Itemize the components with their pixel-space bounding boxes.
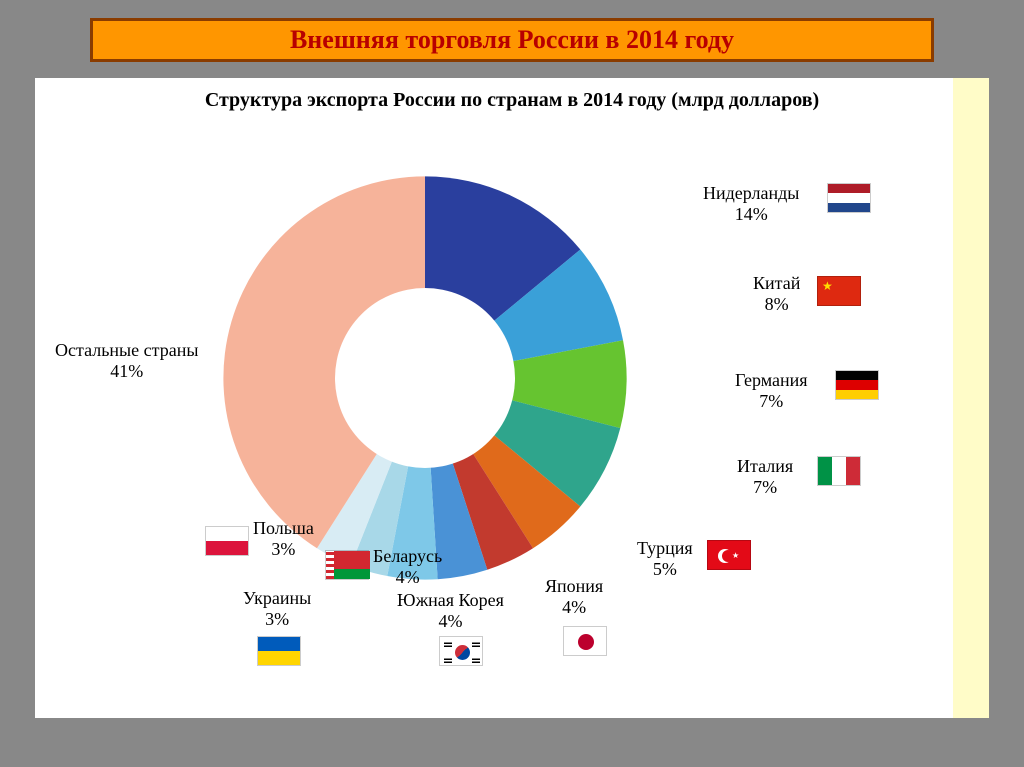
donut-hole: [335, 288, 515, 468]
side-strip: [953, 78, 989, 718]
flag-poland-icon: [205, 526, 249, 556]
flag-germany-icon: [835, 370, 879, 400]
label-Нидерланды: Нидерланды 14%: [703, 183, 799, 224]
flag-italy-icon: [817, 456, 861, 486]
label-Германия: Германия 7%: [735, 370, 808, 411]
page-header: Внешняя торговля России в 2014 году: [90, 18, 934, 62]
page-header-title: Внешняя торговля России в 2014 году: [290, 25, 734, 55]
chart-title: Структура экспорта России по странам в 2…: [35, 88, 989, 112]
chart-panel: Структура экспорта России по странам в 2…: [35, 78, 989, 718]
flag-netherlands-icon: [827, 183, 871, 213]
flag-turkey-icon: ★: [707, 540, 751, 570]
label-Италия: Италия 7%: [737, 456, 793, 497]
label-Южная Корея: Южная Корея 4%: [397, 590, 504, 631]
label-Беларусь: Беларусь 4%: [373, 546, 442, 587]
label-Турция: Турция 5%: [637, 538, 693, 579]
flag-belarus-icon: [325, 550, 369, 580]
label-Польша: Польша 3%: [253, 518, 314, 559]
flag-japan-icon: [563, 626, 607, 656]
flag-china-icon: ★: [817, 276, 861, 306]
label-Япония: Япония 4%: [545, 576, 603, 617]
flag-ukraine-icon: [257, 636, 301, 666]
flag-korea-icon: [439, 636, 483, 666]
label-Остальные страны: Остальные страны 41%: [55, 340, 198, 381]
label-Китай: Китай 8%: [753, 273, 800, 314]
label-Украины: Украины 3%: [243, 588, 311, 629]
